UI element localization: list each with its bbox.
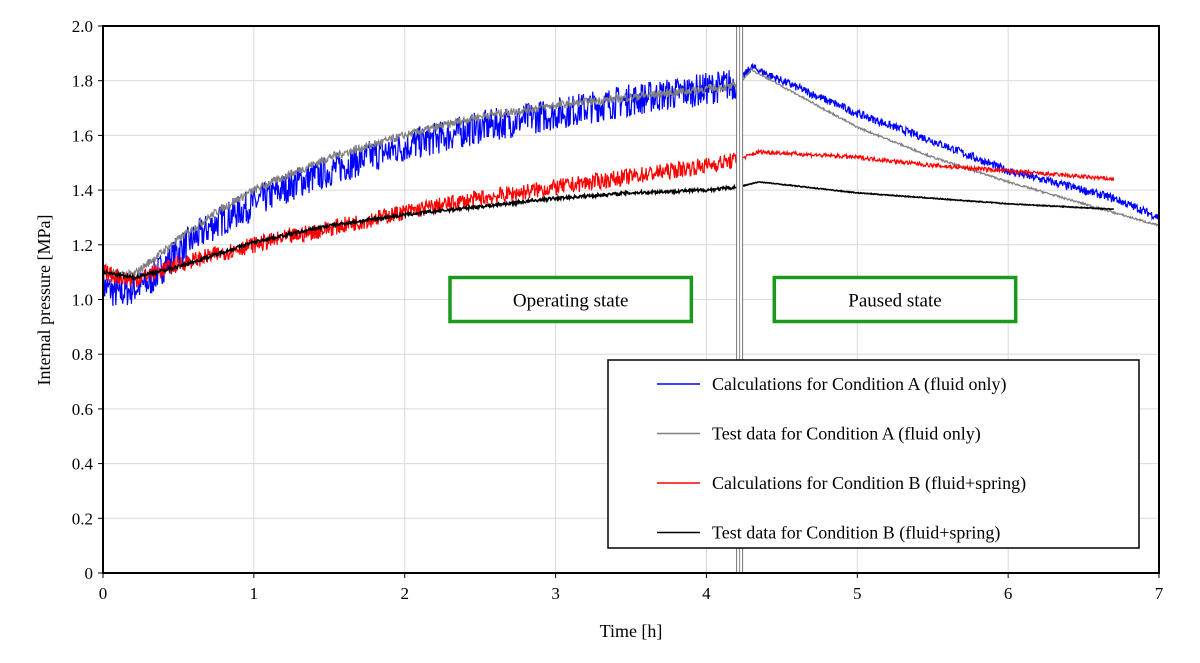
x-tick-label: 0 [99, 584, 108, 603]
x-axis-label: Time [h] [600, 621, 663, 641]
y-tick-label: 1.2 [72, 236, 93, 255]
annotation-box [772, 275, 1018, 324]
x-tick-label: 4 [702, 584, 711, 603]
y-tick-label: 1.8 [72, 72, 93, 91]
y-tick-label: 0.6 [72, 400, 93, 419]
series-line-2 [102, 68, 1160, 279]
annotation-box [448, 275, 694, 324]
series-group [102, 62, 1160, 306]
tick-labels: 0 1 2 3 4 5 6 7 0 0.2 0.4 0.6 0.8 1.0 1.2 1.4 1.6 1.8 2.0 [72, 17, 1164, 603]
y-tick-label: 0.2 [72, 509, 93, 528]
x-tick-label: 5 [853, 584, 862, 603]
y-tick-label: 2.0 [72, 17, 93, 36]
x-tick-label: 6 [1004, 584, 1013, 603]
series-line-1 [102, 62, 1160, 306]
y-tick-label: 1.4 [72, 181, 94, 200]
legend-label: Calculations for Condition A (fluid only… [712, 374, 1006, 395]
x-tick-label: 2 [400, 584, 409, 603]
legend-label: Calculations for Condition B (fluid+spri… [712, 473, 1026, 494]
y-tick-label: 0 [85, 564, 94, 583]
x-tick-label: 3 [551, 584, 560, 603]
y-axis-label: Internal pressure [MPa] [34, 215, 54, 386]
annotation-label: Operating state [513, 291, 629, 312]
y-tick-label: 0.8 [72, 345, 93, 364]
y-tick-label: 1.0 [72, 291, 93, 310]
annotation-label: Paused state [848, 291, 941, 312]
x-tick-label: 7 [1155, 584, 1164, 603]
legend-label: Test data for Condition B (fluid+spring) [712, 523, 1000, 544]
legend: Calculations for Condition A (fluid only… [607, 359, 1140, 549]
legend-box [607, 359, 1140, 549]
y-tick-label: 0.4 [72, 455, 94, 474]
annotations: Operating state Paused state [448, 275, 1018, 324]
legend-label: Test data for Condition A (fluid only) [712, 424, 981, 445]
series-line-3 [102, 148, 1115, 288]
x-tick-label: 1 [250, 584, 259, 603]
series-line-4 [102, 181, 1115, 282]
y-tick-label: 1.6 [72, 126, 93, 145]
